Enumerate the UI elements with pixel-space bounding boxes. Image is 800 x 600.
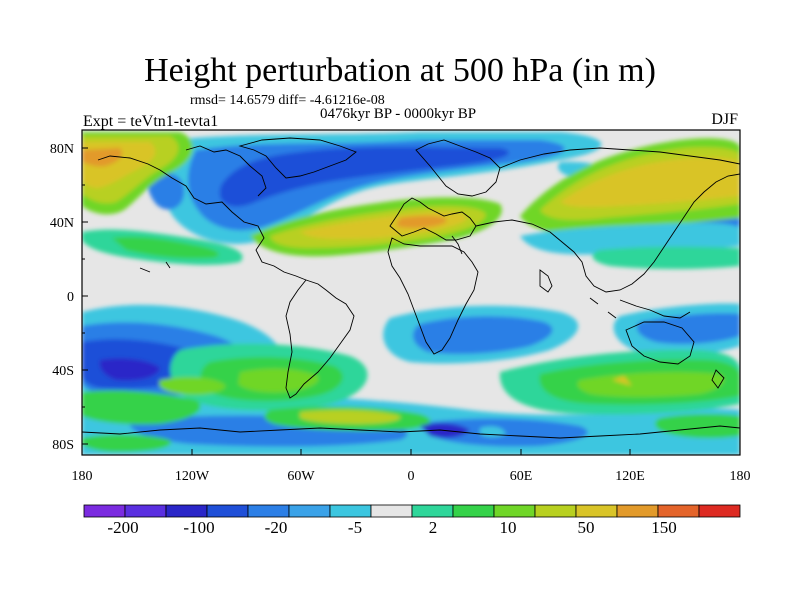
colorbar-swatch bbox=[411, 504, 454, 518]
colorbar-swatch bbox=[83, 504, 126, 518]
colorbar-label: -5 bbox=[348, 518, 362, 537]
colorbar-label: -200 bbox=[107, 518, 138, 537]
experiment-label: Expt = teVtn1-tevta1 bbox=[83, 113, 219, 130]
height-field bbox=[82, 130, 740, 455]
lat-label: 0 bbox=[67, 290, 74, 305]
colorbar-swatch bbox=[247, 504, 290, 518]
lon-label: 0 bbox=[408, 469, 415, 484]
lon-label: 180 bbox=[730, 469, 751, 484]
colorbar-swatch bbox=[616, 504, 659, 518]
colorbar-label: -100 bbox=[183, 518, 214, 537]
colorbar-label: 10 bbox=[500, 518, 517, 537]
colorbar-swatch bbox=[165, 504, 208, 518]
colorbar-swatch bbox=[575, 504, 618, 518]
lon-label: 180 bbox=[72, 469, 93, 484]
stats-text: rmsd= 14.6579 diff= -4.61216e-08 bbox=[190, 93, 385, 108]
colorbar-swatch bbox=[124, 504, 167, 518]
lon-label: 120E bbox=[615, 469, 645, 484]
colorbar-label: 2 bbox=[429, 518, 438, 537]
map-title: Height perturbation at 500 hPa (in m) bbox=[144, 52, 656, 89]
colorbar-swatch bbox=[493, 504, 536, 518]
colorbar-swatch bbox=[288, 504, 331, 518]
colorbar-swatch bbox=[206, 504, 249, 518]
period-label: 0476kyr BP - 0000kyr BP bbox=[320, 106, 477, 122]
colorbar-label: -20 bbox=[265, 518, 288, 537]
lon-label: 120W bbox=[175, 469, 210, 484]
colorbar-swatch bbox=[534, 504, 577, 518]
lat-label: 80S bbox=[52, 438, 74, 453]
colorbar-label: 50 bbox=[578, 518, 595, 537]
season-label: DJF bbox=[711, 111, 738, 128]
colorbar-label: 150 bbox=[651, 518, 677, 537]
lon-label: 60E bbox=[510, 469, 533, 484]
lat-label: 80N bbox=[50, 142, 74, 157]
colorbar-swatch bbox=[329, 504, 372, 518]
lat-label: 40N bbox=[50, 216, 74, 231]
colorbar-swatch bbox=[452, 504, 495, 518]
colorbar-swatch bbox=[370, 504, 413, 518]
colorbar bbox=[83, 504, 741, 518]
lon-label: 60W bbox=[287, 469, 315, 484]
colorbar-swatch bbox=[657, 504, 700, 518]
coastlines bbox=[82, 137, 740, 439]
axis-ticks bbox=[81, 147, 741, 455]
colorbar-swatch bbox=[698, 504, 741, 518]
lat-label: 40S bbox=[52, 364, 74, 379]
